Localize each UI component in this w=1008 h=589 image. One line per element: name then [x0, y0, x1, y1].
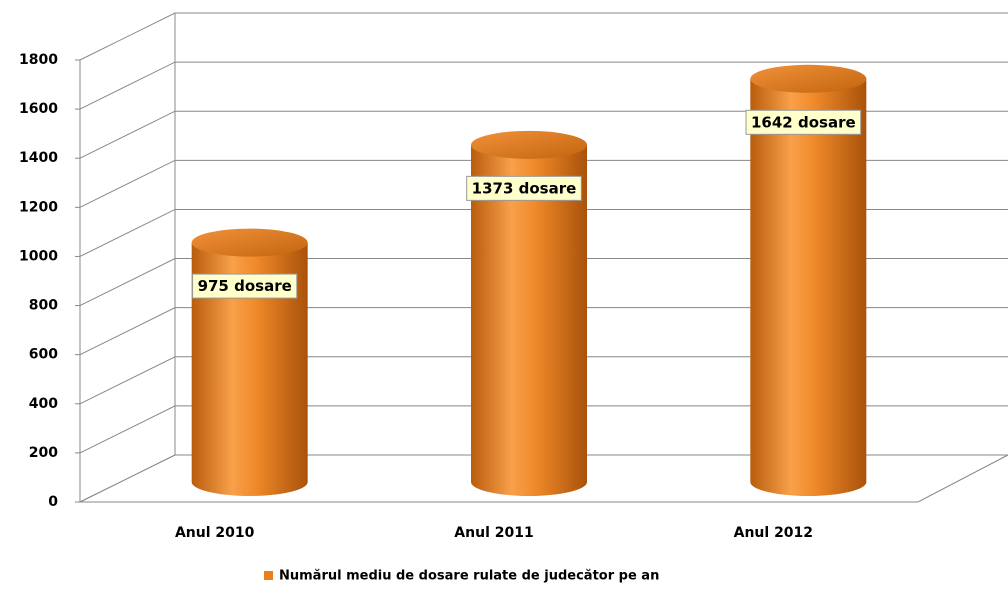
grid-line: [79, 12, 1008, 61]
grid-line: [79, 208, 1008, 257]
y-tick-label: 800: [29, 298, 58, 314]
y-tick-label: 400: [29, 396, 58, 412]
bar-body: [750, 78, 867, 497]
y-tick-label: 1600: [19, 101, 58, 117]
grid-line: [79, 258, 1008, 307]
bar-body: [471, 144, 587, 496]
y-tick-label: 1000: [19, 248, 58, 264]
bar-cap: [750, 64, 867, 93]
axis-wall: [79, 13, 176, 503]
bar: [750, 64, 867, 497]
data-label: 1642 dosare: [751, 113, 856, 131]
y-tick-label: 1400: [19, 150, 58, 166]
grid-line: [79, 110, 1008, 159]
y-tick-label: 0: [48, 494, 58, 510]
data-label: 975 dosare: [198, 277, 292, 295]
data-label-box: [745, 109, 862, 135]
grid-line: [79, 307, 1008, 356]
grid-line: [79, 405, 1008, 454]
y-tick-label: 200: [29, 445, 58, 461]
legend-swatch: [264, 571, 273, 580]
grid-line: [79, 454, 1008, 503]
data-label-box: [192, 273, 298, 299]
grid-line: [79, 159, 1008, 208]
bar-body: [191, 242, 308, 496]
bar-cap: [471, 130, 587, 159]
y-tick-label: 600: [29, 347, 58, 363]
data-label: 1373 dosare: [472, 179, 577, 197]
legend-label: Numărul mediu de dosare rulate de judecă…: [279, 569, 659, 584]
bar-cap: [191, 228, 308, 257]
x-tick-label: Anul 2012: [734, 525, 813, 541]
grid-line: [79, 356, 1008, 405]
floor-edge: [80, 454, 1008, 503]
x-tick-label: Anul 2010: [175, 525, 255, 541]
y-tick-label: 1200: [19, 199, 58, 215]
bar: [471, 130, 587, 496]
x-tick-label: Anul 2011: [454, 525, 533, 541]
bar: [191, 228, 308, 496]
data-label-box: [466, 175, 582, 201]
grid-line: [79, 61, 1008, 110]
y-tick-label: 1800: [19, 52, 58, 68]
